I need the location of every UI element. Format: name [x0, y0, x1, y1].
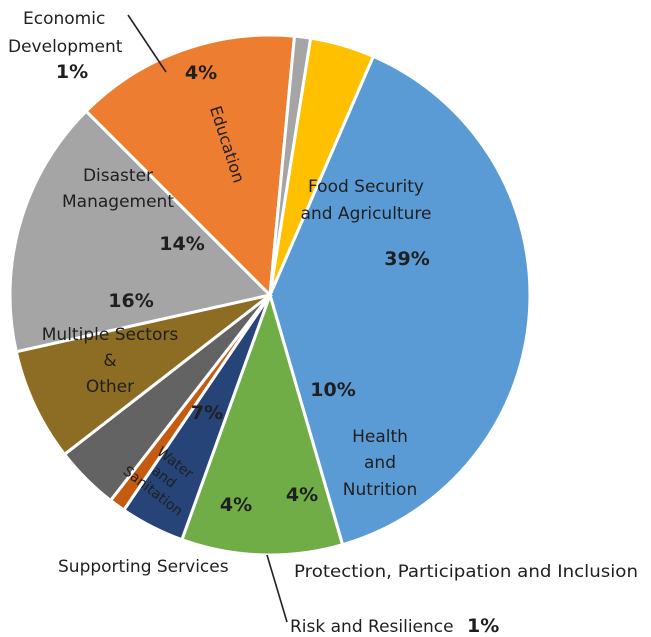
disaster-management-label-line1: Disaster	[83, 166, 153, 186]
multiple-sectors-label-line2: &	[103, 351, 116, 371]
multiple-sectors-percent: 16%	[108, 290, 153, 312]
pie-slice-food-security-and-agriculture	[268, 54, 532, 547]
risk-resilience-percent: 1%	[467, 615, 499, 637]
health-nutrition-label-line2: and	[364, 453, 396, 473]
health-nutrition-percent: 10%	[310, 379, 355, 401]
multiple-sectors-label-line3: Other	[86, 377, 134, 397]
economic-development-label-line1: Economic	[23, 9, 105, 29]
supporting-services-label: Supporting Services	[58, 557, 229, 577]
disaster-management-percent: 14%	[159, 233, 204, 255]
water-sanitation-percent: 7%	[191, 402, 223, 424]
pie-slice-water-and-sanitation	[14, 293, 271, 457]
supporting-services-percent: 4%	[220, 494, 252, 516]
pie-slice-education	[268, 36, 376, 296]
food-security-label-line1: Food Security	[308, 177, 424, 197]
pie-slice-multiple-sectors-other	[8, 109, 273, 354]
pie-slice-health-and-nutrition	[180, 290, 345, 557]
pie-slices	[8, 33, 532, 557]
economic-development-leader-line	[127, 14, 167, 73]
economic-development-percent: 1%	[56, 61, 88, 83]
health-nutrition-label-line3: Nutrition	[343, 480, 417, 500]
health-nutrition-label-line1: Health	[352, 427, 408, 447]
risk-resilience-leader-line	[266, 554, 288, 623]
food-security-label-line2: and Agriculture	[301, 204, 432, 224]
education-percent: 4%	[185, 62, 217, 84]
pie-slice-disaster-management	[84, 33, 297, 299]
protection-label: Protection, Participation and Inclusion	[294, 562, 638, 582]
protection-percent: 4%	[286, 484, 318, 506]
risk-resilience-label: Risk and Resilience	[290, 617, 454, 637]
food-security-percent: 39%	[384, 248, 429, 270]
disaster-management-label-line2: Management	[62, 192, 174, 212]
multiple-sectors-label-line1: Multiple Sectors	[42, 325, 179, 345]
economic-development-label-line2: Development	[8, 37, 123, 57]
